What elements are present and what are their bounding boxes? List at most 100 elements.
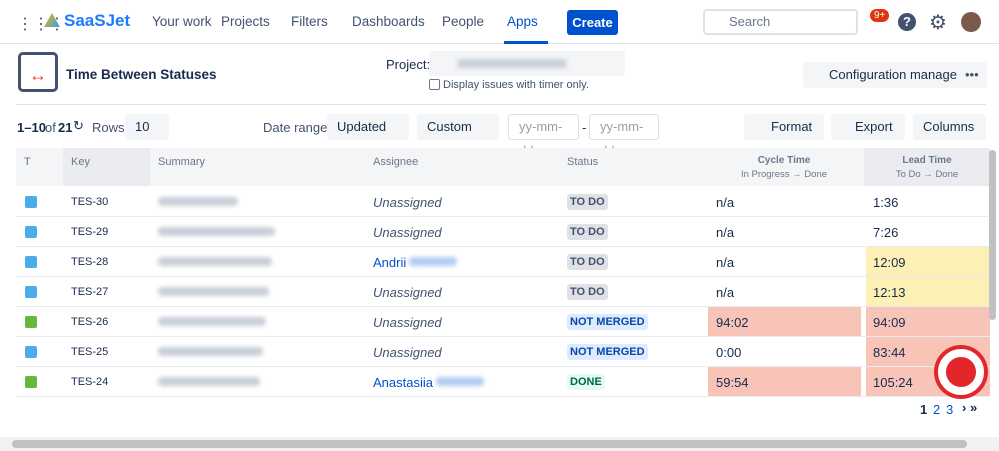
lead-time: 105:24 (873, 375, 913, 390)
issue-key[interactable]: TES-29 (71, 226, 109, 238)
dash: - (582, 120, 587, 135)
issue-key[interactable]: TES-24 (71, 376, 109, 388)
cycle-time: n/a (716, 225, 735, 240)
status-lozenge: NOT MERGED (567, 314, 648, 330)
table-row[interactable]: TES-24 Anastasiia DONE 59:54 105:24 (16, 367, 990, 397)
project-label: Project: (386, 57, 431, 72)
project-select[interactable] (429, 51, 625, 76)
summary (158, 227, 275, 236)
table-row[interactable]: TES-28 Andrii TO DO n/a 12:09 (16, 247, 990, 277)
avatar[interactable] (961, 12, 981, 32)
divider (16, 104, 986, 105)
sorted-column (864, 148, 990, 186)
column-header[interactable]: Assignee (373, 156, 419, 168)
assignee[interactable]: Andrii (373, 255, 407, 270)
table-row[interactable]: TES-29 Unassigned TO DO n/a 7:26 (16, 217, 990, 247)
checkbox[interactable] (429, 79, 440, 90)
page-link[interactable]: 2 (933, 402, 941, 417)
issue-key[interactable]: TES-27 (71, 286, 109, 298)
issue-key[interactable]: TES-25 (71, 346, 109, 358)
active-indicator (504, 41, 548, 44)
table-row[interactable]: TES-27 Unassigned TO DO n/a 12:13 (16, 277, 990, 307)
table-row[interactable]: TES-25 Unassigned NOT MERGED 0:00 83:44 (16, 337, 990, 367)
type-icon (25, 196, 37, 208)
lead-cell (866, 187, 990, 216)
column-header[interactable]: Lead Time (902, 155, 952, 166)
help-icon[interactable]: ? (898, 13, 916, 31)
summary (158, 287, 269, 296)
nav-item[interactable]: Dashboards (352, 14, 425, 29)
type-icon (25, 316, 37, 328)
app-icon: ↔ (18, 52, 58, 92)
nav-item[interactable]: Filters (291, 14, 328, 29)
help-widget[interactable] (938, 349, 984, 395)
assignee: Unassigned (373, 345, 442, 360)
summary (158, 317, 266, 326)
table: T Key Summary Assignee Status Cycle Time… (16, 148, 990, 397)
lead-time: 83:44 (873, 345, 906, 360)
table-row[interactable]: TES-30 Unassigned TO DO n/a 1:36 (16, 187, 990, 217)
date-to[interactable]: yy-mm-dd (589, 114, 659, 158)
lead-time: 12:09 (873, 255, 906, 270)
refresh-icon[interactable]: ↻ (73, 118, 84, 133)
type-icon (25, 346, 37, 358)
assignee-surname (409, 257, 457, 266)
page-link[interactable]: 1 (920, 402, 928, 417)
nav-item[interactable]: People (442, 14, 485, 29)
notification-badge[interactable]: 9+ (870, 9, 890, 22)
sorted-column (63, 148, 150, 186)
rows-label: Rows: (92, 120, 129, 135)
column-header[interactable]: Summary (158, 156, 206, 168)
column-header[interactable]: Status (567, 156, 599, 168)
next-page[interactable]: › » (962, 400, 978, 415)
checkbox-label[interactable]: Display issues with timer only. (443, 79, 589, 91)
more-button[interactable]: ••• (957, 62, 987, 88)
export-button[interactable]: Export (831, 114, 905, 140)
settings-icon[interactable]: ⚙ (929, 12, 947, 34)
date-ranges-label: Date ranges: (263, 120, 338, 135)
updated-select[interactable]: Updated (327, 114, 409, 140)
cycle-cell (708, 367, 861, 396)
nav-item[interactable]: Projects (221, 14, 270, 29)
lead-time: 1:36 (873, 195, 899, 210)
custom-select[interactable]: Custom (417, 114, 499, 140)
config-button[interactable]: Configuration manager (803, 62, 972, 88)
cycle-time: 94:02 (716, 315, 749, 330)
issue-key[interactable]: TES-26 (71, 316, 109, 328)
rows-select[interactable]: 10 (125, 114, 169, 140)
cycle-time: n/a (716, 255, 735, 270)
cycle-cell (708, 277, 861, 306)
lead-cell (866, 307, 990, 336)
cycle-cell (708, 217, 861, 246)
issue-key[interactable]: TES-30 (71, 196, 109, 208)
assignee[interactable]: Anastasiia (373, 375, 433, 390)
columns-button[interactable]: Columns (913, 114, 986, 140)
column-header[interactable]: Cycle Time (757, 155, 811, 166)
assignee: Unassigned (373, 225, 442, 240)
page-link[interactable]: 3 (946, 402, 954, 417)
column-header[interactable]: T (24, 156, 31, 168)
summary (158, 347, 263, 356)
lead-time: 7:26 (873, 225, 899, 240)
format-button[interactable]: Format (744, 114, 824, 140)
v-scrollbar (989, 150, 996, 320)
cycle-cell (708, 187, 861, 216)
create-button[interactable]: Create (567, 10, 618, 35)
of: of (45, 120, 56, 135)
search[interactable]: Search (703, 9, 858, 35)
nav-item[interactable]: Your work (152, 14, 212, 29)
nav-item[interactable]: Apps (507, 14, 538, 29)
status-lozenge: TO DO (567, 194, 608, 210)
column-header[interactable]: Key (71, 156, 90, 168)
summary (158, 377, 260, 386)
table-row[interactable]: TES-26 Unassigned NOT MERGED 94:02 94:09 (16, 307, 990, 337)
issue-key[interactable]: TES-28 (71, 256, 109, 268)
cycle-cell (708, 247, 861, 276)
date-from[interactable]: yy-mm-dd (508, 114, 579, 158)
logo[interactable]: SaaSJet (64, 11, 131, 30)
cycle-time: 59:54 (716, 375, 749, 390)
cycle-cell (708, 307, 861, 336)
status-lozenge: TO DO (567, 284, 608, 300)
